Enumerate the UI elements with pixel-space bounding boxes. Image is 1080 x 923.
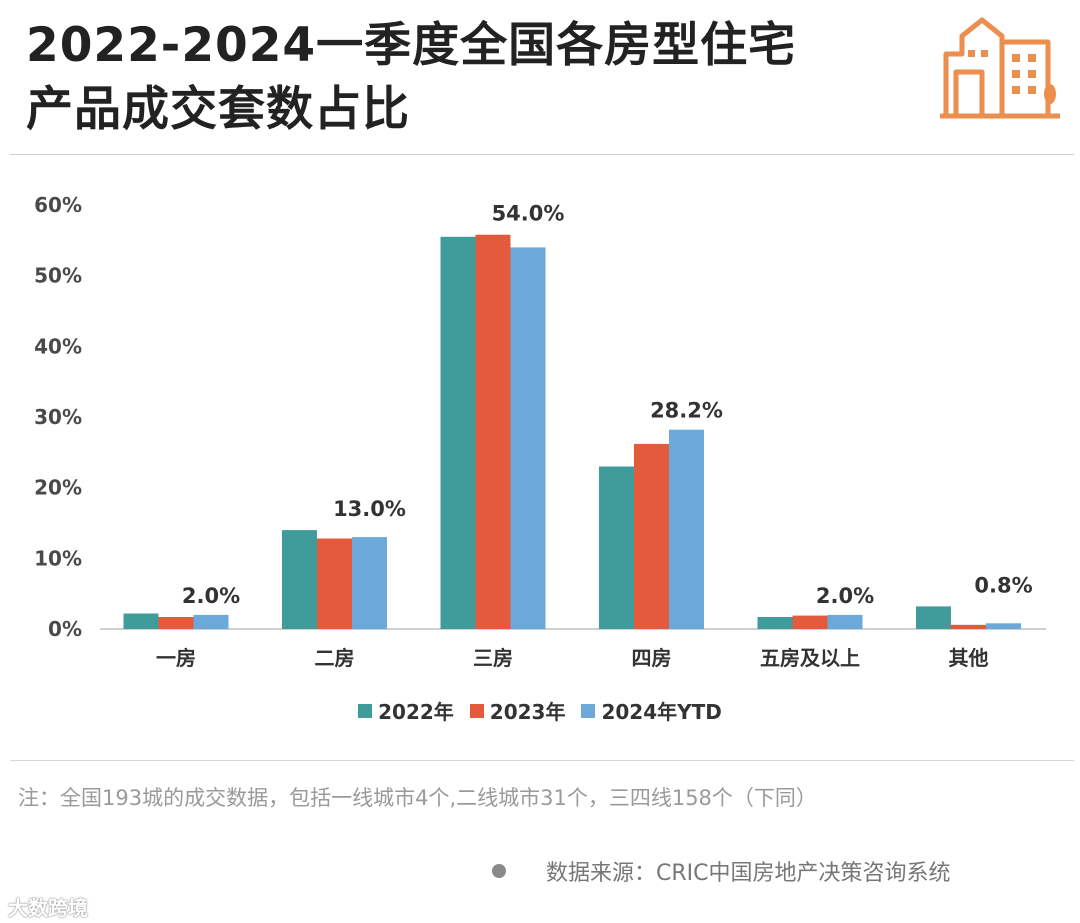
watermark: 大数跨境 [8,896,88,920]
y-tick-label: 40% [34,334,82,358]
header-divider [10,154,1074,155]
y-tick-label: 30% [34,405,82,429]
data-label: 28.2% [650,399,723,423]
x-tick-label: 一房 [156,646,196,670]
bar [634,443,669,629]
bar [757,617,793,629]
chart-title: 2022-2024一季度全国各房型住宅 产品成交套数占比 [26,14,926,142]
legend-item-2023: 2023年 [469,696,566,725]
data-source: 数据来源：CRIC中国房地产决策咨询系统 [492,855,951,887]
bar [282,530,317,629]
bar [792,615,828,629]
bullet-icon [492,864,506,878]
city-buildings-icon [940,17,1060,119]
bar [440,236,476,630]
data-source-text: 数据来源：CRIC中国房地产决策咨询系统 [546,861,951,886]
bar [510,247,546,629]
bar [599,466,634,629]
y-tick-label: 10% [34,546,82,570]
bars [123,234,1021,630]
bar [475,234,511,629]
legend-swatch-2023 [469,703,484,718]
bar [123,613,159,629]
y-tick-label: 60% [34,193,82,217]
legend-label-2022: 2022年 [378,700,454,724]
legend-swatch-2024 [581,703,596,718]
title-line-2: 产品成交套数占比 [26,82,410,137]
data-labels: 2.0% 13.0% 54.0% 28.2% 2.0% 0.8% [182,202,1033,608]
bar-chart: 0% 10% 20% 30% 40% 50% 60% 2.0% 13.0% 54.0% 28.2%… [34,193,1046,670]
bar [827,614,863,629]
x-tick-label: 二房 [315,646,355,670]
data-label: 13.0% [333,497,406,521]
data-label: 2.0% [182,584,240,608]
legend-item-2022: 2022年 [358,696,454,725]
legend-label-2023: 2023年 [489,700,566,724]
bar [352,537,387,629]
bar [986,623,1021,629]
x-tick-label: 五房及以上 [760,646,860,670]
legend-swatch-2022 [358,703,373,718]
x-tick-label: 四房 [632,646,672,670]
x-axis: 一房 二房 三房 四房 五房及以上 其他 [156,646,989,670]
data-label: 2.0% [816,584,874,608]
y-tick-label: 50% [34,264,82,288]
legend: 2022年 2023年 2024年YTD [0,696,1080,725]
y-tick-label: 0% [48,617,82,641]
bar [158,617,194,629]
data-label: 0.8% [974,573,1032,597]
data-label: 54.0% [492,202,565,226]
title-line-1: 2022-2024一季度全国各房型住宅 [26,18,797,73]
bar [951,624,986,629]
x-tick-label: 其他 [949,646,989,670]
footer-divider [10,760,1074,761]
x-tick-label: 三房 [473,646,513,670]
bar [193,614,229,629]
legend-item-2024: 2024年YTD [581,696,722,725]
legend-label-2024: 2024年YTD [601,700,722,724]
y-axis: 0% 10% 20% 30% 40% 50% 60% [34,193,82,641]
footnote: 注：全国193城的成交数据，包括一线城市4个,二线城市31个，三四线158个（下… [18,786,817,810]
bar [317,538,352,629]
bar [669,429,704,629]
bar [916,606,951,629]
y-tick-label: 20% [34,476,82,500]
